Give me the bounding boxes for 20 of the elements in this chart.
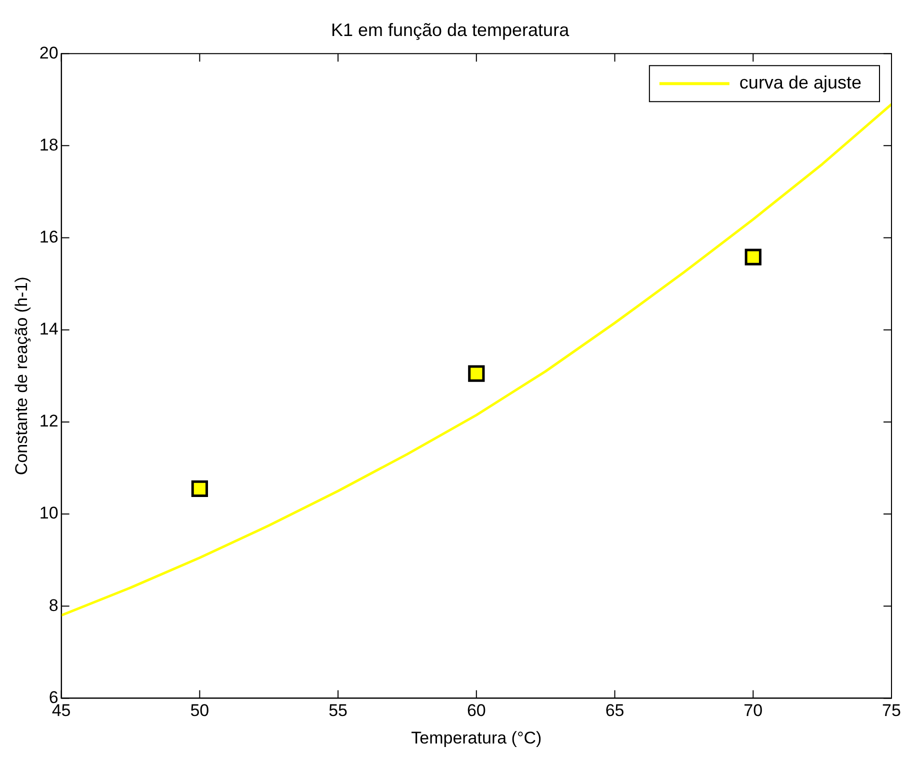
point [191, 480, 208, 498]
y-tick-label: 20 [39, 43, 58, 62]
x-tick-label: 65 [605, 701, 624, 720]
x-tick-label: 75 [882, 701, 901, 720]
y-tick-label: 10 [39, 504, 58, 523]
y-tick-label: 12 [39, 412, 58, 431]
x-axis-title: Temperatura (°C) [411, 728, 542, 748]
y-tick-label: 18 [39, 135, 58, 154]
x-tick-label: 55 [328, 701, 348, 720]
x-tick-label: 70 [744, 701, 763, 720]
y-tick-label: 8 [48, 596, 58, 615]
y-axis-title: Constante de reação (h-1) [12, 276, 31, 476]
point [468, 365, 485, 382]
x-tick-label: 50 [190, 701, 210, 720]
point [744, 248, 762, 266]
y-tick-label: 14 [39, 320, 58, 339]
y-tick-label: 16 [39, 227, 58, 246]
x-tick-label: 60 [466, 701, 486, 720]
legend-label: curva de ajuste [739, 72, 862, 93]
chart-title: K1 em função da temperatura [330, 20, 570, 40]
